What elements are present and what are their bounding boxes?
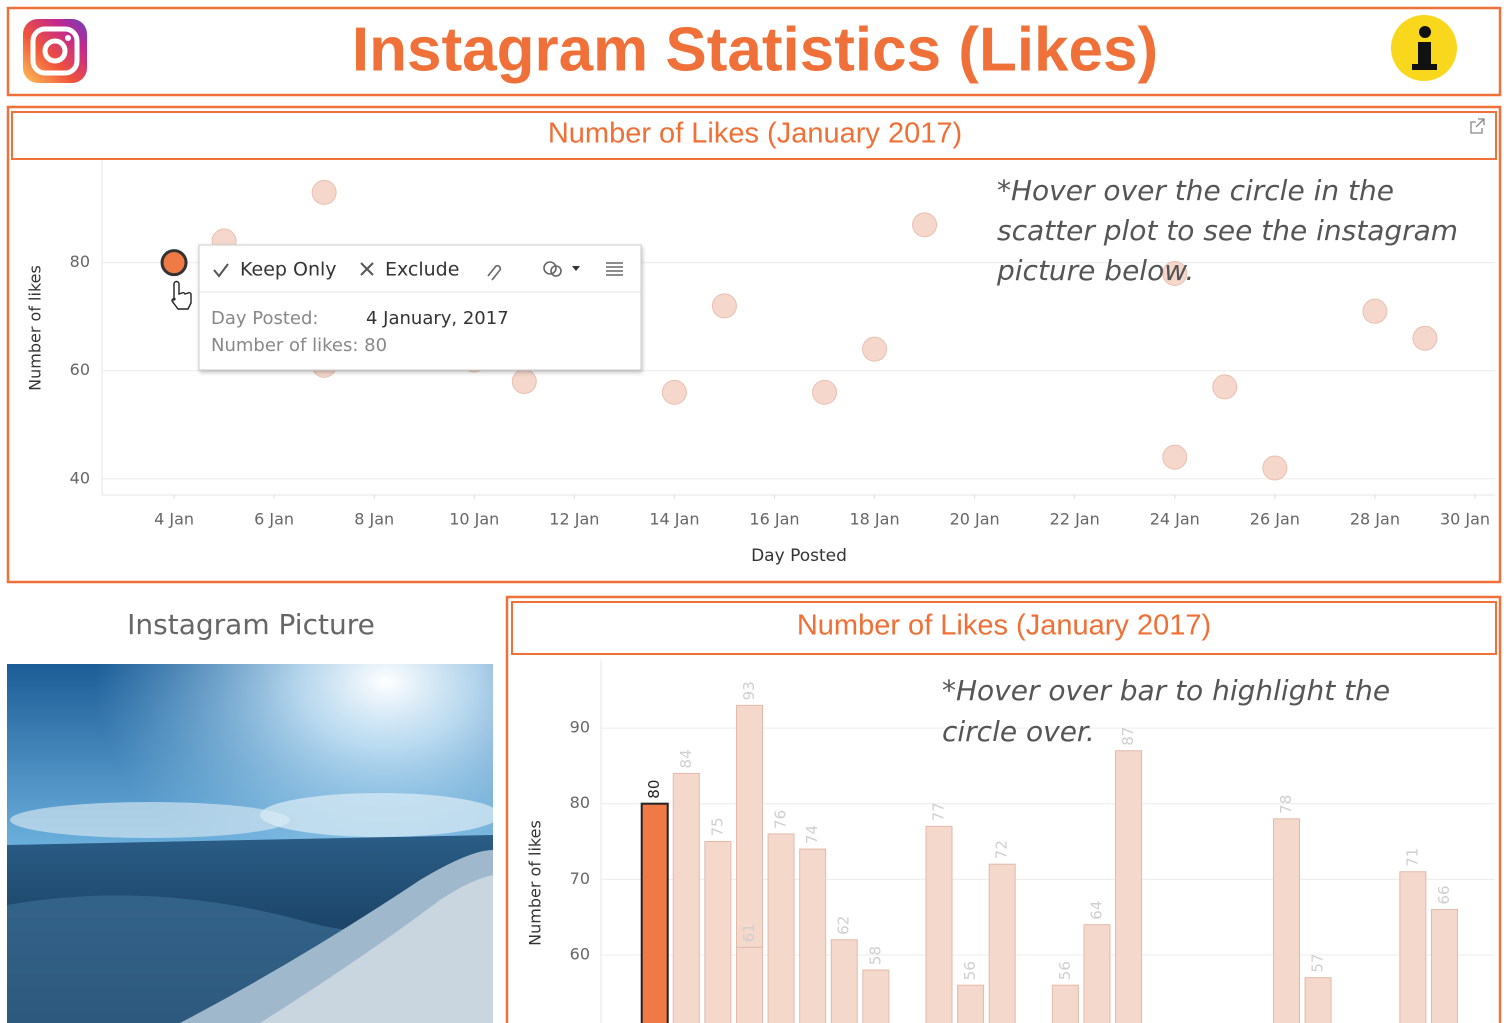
y-tick-label: 80 xyxy=(570,793,590,812)
x-tick-label: 12 Jan xyxy=(549,510,599,529)
bar-value-label: 71 xyxy=(1403,848,1421,867)
dashboard: Instagram Statistics (Likes) Number of L… xyxy=(0,0,1506,1023)
bar-value-label: 74 xyxy=(803,825,821,844)
scatter-point xyxy=(1413,326,1437,350)
instagram-icon xyxy=(23,19,87,83)
bar-value-label: 56 xyxy=(961,961,979,980)
cursor xyxy=(172,282,191,310)
keep-only[interactable]: Keep Only xyxy=(240,259,337,281)
tooltip: Keep Only Exclude Day Posted: 4 January,… xyxy=(199,245,641,370)
bar-value-label: 64 xyxy=(1087,901,1105,920)
bar-value-label: 76 xyxy=(772,810,790,829)
bar xyxy=(1084,925,1110,1023)
bar-value-label: 87 xyxy=(1119,727,1137,746)
scatter-point xyxy=(1363,299,1387,323)
bar xyxy=(800,849,826,1023)
bar xyxy=(1116,751,1142,1023)
y-tick-label: 40 xyxy=(70,468,90,487)
info-icon[interactable] xyxy=(1391,15,1457,81)
scatter-point xyxy=(712,294,736,318)
picture-title: Instagram Picture xyxy=(127,608,375,641)
x-tick-label: 10 Jan xyxy=(449,510,499,529)
x-tick-label: 26 Jan xyxy=(1250,510,1300,529)
exclude[interactable]: Exclude xyxy=(385,259,459,281)
bar xyxy=(989,864,1015,1023)
bar xyxy=(673,773,699,1023)
scatter-point xyxy=(662,380,686,404)
bar-value-label: 93 xyxy=(740,681,758,700)
y-tick-label: 70 xyxy=(570,869,590,888)
annotation-line: scatter plot to see the instagram xyxy=(997,214,1458,247)
bar-value-label: 66 xyxy=(1435,885,1453,904)
scatter-point xyxy=(863,337,887,361)
tooltip-day-value: 4 January, 2017 xyxy=(366,308,509,329)
annotation: *Hover over the circle in the scatter plo… xyxy=(996,174,1458,287)
bar xyxy=(705,842,731,1023)
bar xyxy=(1305,978,1331,1023)
tooltip-day-label: Day Posted: xyxy=(211,308,319,329)
scatter-point xyxy=(1213,375,1237,399)
x-axis-label: Day Posted xyxy=(751,546,847,566)
bar-value-label: 58 xyxy=(866,946,884,965)
instagram-picture xyxy=(7,664,500,1023)
y-tick-label: 60 xyxy=(570,944,590,963)
x-tick-label: 28 Jan xyxy=(1350,510,1400,529)
bar-value-label: 78 xyxy=(1277,795,1295,814)
x-tick-label: 4 Jan xyxy=(154,510,194,529)
bar-value-label: 77 xyxy=(930,802,948,821)
scatter-point xyxy=(1163,445,1187,469)
dashboard-title: Instagram Statistics (Likes) xyxy=(352,15,1158,84)
bar-value-label: 84 xyxy=(677,749,695,768)
y-axis-label: Number of likes xyxy=(526,820,545,946)
bar xyxy=(1431,910,1457,1023)
bar xyxy=(926,826,952,1023)
page: {"header": {"title": "Instagram Statisti… xyxy=(0,0,1506,1023)
bar-value-label: 61 xyxy=(740,923,758,942)
bar xyxy=(831,940,857,1023)
x-tick-label: 8 Jan xyxy=(354,510,394,529)
x-tick-label: 14 Jan xyxy=(649,510,699,529)
x-tick-label: 16 Jan xyxy=(749,510,799,529)
y-tick-label: 90 xyxy=(570,718,590,737)
y-axis-label: Number of likes xyxy=(26,265,45,391)
annotation: *Hover over bar to highlight the circle o… xyxy=(942,674,1390,748)
scatter-point xyxy=(813,380,837,404)
bar-title: Number of Likes (January 2017) xyxy=(797,610,1211,642)
bar xyxy=(958,985,984,1023)
tooltip-likes: Number of likes: 80 xyxy=(211,335,387,356)
x-tick-label: 30 Jan xyxy=(1440,510,1490,529)
annotation-line: picture below. xyxy=(996,254,1194,287)
bar-value-label: 72 xyxy=(993,840,1011,859)
bar-value-label: 62 xyxy=(835,916,853,935)
scatter-point xyxy=(913,213,937,237)
bar xyxy=(642,804,668,1023)
bar xyxy=(1274,819,1300,1023)
scatter-point xyxy=(162,251,186,275)
bar xyxy=(1052,985,1078,1023)
x-tick-label: 18 Jan xyxy=(849,510,899,529)
y-tick-label: 80 xyxy=(70,252,90,271)
bar-value-label: 80 xyxy=(645,780,663,799)
bar-value-label: 56 xyxy=(1056,961,1074,980)
y-tick-label: 60 xyxy=(70,360,90,379)
scatter-title: Number of Likes (January 2017) xyxy=(548,118,962,150)
x-tick-label: 24 Jan xyxy=(1150,510,1200,529)
scatter-point xyxy=(1263,456,1287,480)
scatter-annotation: *Hover over the circle in the scatter plo… xyxy=(996,174,1458,287)
bar-value-label: 57 xyxy=(1309,954,1327,973)
x-tick-label: 22 Jan xyxy=(1050,510,1100,529)
x-tick-label: 6 Jan xyxy=(254,510,294,529)
annotation-line: *Hover over bar to highlight the xyxy=(942,674,1390,707)
bar xyxy=(768,834,794,1023)
annotation-line: *Hover over the circle in the xyxy=(997,174,1394,207)
bar xyxy=(863,970,889,1023)
bar xyxy=(1400,872,1426,1023)
x-tick-label: 20 Jan xyxy=(950,510,1000,529)
scatter-point xyxy=(512,370,536,394)
bar xyxy=(736,947,762,1023)
bar-value-label: 75 xyxy=(708,817,726,836)
annotation-line: circle over. xyxy=(942,715,1095,748)
expand-icon[interactable] xyxy=(1471,119,1484,133)
scatter-point xyxy=(312,180,336,204)
